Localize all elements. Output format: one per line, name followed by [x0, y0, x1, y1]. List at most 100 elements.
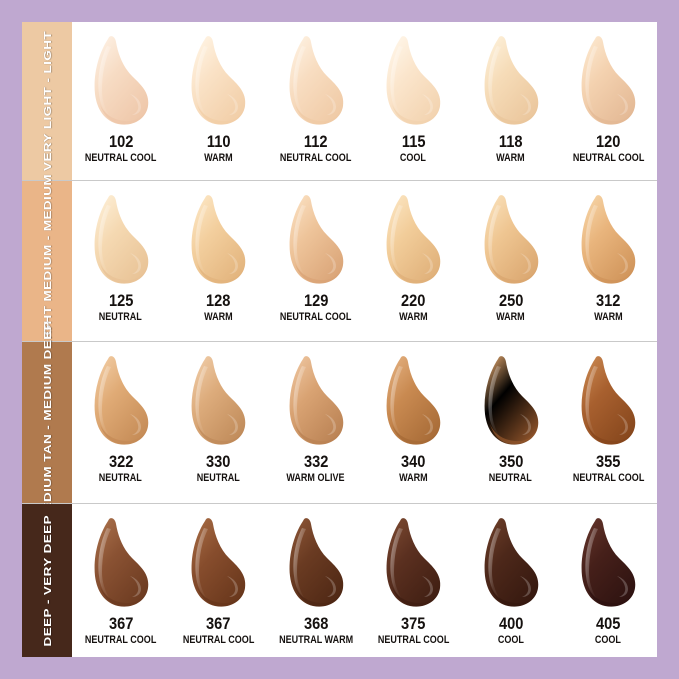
shade-swatch-cell[interactable]: 330 NEUTRAL — [170, 342, 268, 503]
shade-swatch-cell[interactable]: 405 COOL — [560, 504, 658, 657]
shade-row: MEDIUM TAN - MEDIUM DEEP 322 NEUTRAL — [22, 321, 657, 524]
shade-number: 118 — [498, 132, 523, 151]
category-band-label: DEEP - VERY DEEP — [40, 515, 55, 646]
shade-caption: 125 NEUTRAL — [94, 292, 147, 323]
category-band-label: MEDIUM TAN - MEDIUM DEEP — [40, 321, 55, 523]
shade-swatch-cell[interactable]: 118 WARM — [462, 22, 560, 180]
foundation-smear-icon — [468, 191, 554, 291]
shade-undertone: NEUTRAL — [489, 472, 533, 484]
swatch-grid: 367 NEUTRAL COOL 367 NEUTRAL COOL — [72, 504, 657, 657]
shade-swatch-cell[interactable]: 322 NEUTRAL — [72, 342, 170, 503]
shade-caption: 330 NEUTRAL — [192, 453, 245, 484]
shade-swatch-cell[interactable]: 312 WARM — [560, 181, 658, 341]
shade-number: 220 — [401, 291, 426, 310]
shade-number: 120 — [596, 132, 621, 151]
shade-number: 125 — [108, 291, 133, 310]
shade-swatch-cell[interactable]: 367 NEUTRAL COOL — [72, 504, 170, 657]
shade-caption: 332 WARM OLIVE — [280, 453, 351, 484]
shade-swatch-cell[interactable]: 375 NEUTRAL COOL — [365, 504, 463, 657]
shade-undertone: COOL — [595, 634, 622, 646]
foundation-smear-icon — [175, 352, 261, 452]
shade-swatch-cell[interactable]: 115 COOL — [365, 22, 463, 180]
shade-caption: 112 NEUTRAL COOL — [272, 133, 359, 164]
shade-swatch-cell[interactable]: 250 WARM — [462, 181, 560, 341]
shade-number: 332 — [303, 452, 328, 471]
shade-swatch-cell[interactable]: 128 WARM — [170, 181, 268, 341]
foundation-smear-icon — [370, 191, 456, 291]
shade-undertone: COOL — [400, 152, 427, 164]
shade-caption: 312 WARM — [591, 292, 626, 323]
foundation-smear-icon — [565, 191, 651, 291]
foundation-smear-icon — [78, 32, 164, 132]
shade-undertone: NEUTRAL COOL — [85, 634, 157, 646]
shade-number: 375 — [401, 614, 426, 633]
shade-undertone: NEUTRAL — [99, 311, 143, 323]
shade-undertone: NEUTRAL COOL — [572, 152, 644, 164]
shade-number: 330 — [206, 452, 231, 471]
shade-row: VERY LIGHT - LIGHT 102 NEUTRAL COOL — [22, 22, 657, 181]
foundation-smear-icon — [565, 32, 651, 132]
category-band: LIGHT MEDIUM - MEDIUM — [22, 174, 72, 348]
foundation-smear-icon — [78, 514, 164, 614]
shade-number: 400 — [498, 614, 523, 633]
shade-swatch-cell[interactable]: 129 NEUTRAL COOL — [267, 181, 365, 341]
foundation-smear-icon — [175, 191, 261, 291]
foundation-smear-icon — [273, 191, 359, 291]
category-band: MEDIUM TAN - MEDIUM DEEP — [22, 321, 72, 524]
shade-undertone: WARM — [496, 152, 526, 164]
shade-caption: 110 WARM — [201, 133, 236, 164]
shade-number: 129 — [303, 291, 328, 310]
foundation-smear-icon — [370, 514, 456, 614]
shade-undertone: WARM — [203, 311, 233, 323]
shade-swatch-cell[interactable]: 110 WARM — [170, 22, 268, 180]
shade-number: 112 — [303, 132, 328, 151]
shade-swatch-cell[interactable]: 102 NEUTRAL COOL — [72, 22, 170, 180]
shade-swatch-cell[interactable]: 367 NEUTRAL COOL — [170, 504, 268, 657]
foundation-smear-icon — [468, 514, 554, 614]
shade-swatch-cell[interactable]: 350 NEUTRAL — [462, 342, 560, 503]
shade-undertone: NEUTRAL COOL — [280, 152, 352, 164]
shade-caption: 115 COOL — [397, 133, 429, 164]
shade-swatch-cell[interactable]: 120 NEUTRAL COOL — [560, 22, 658, 180]
shade-undertone: NEUTRAL COOL — [572, 472, 644, 484]
shade-caption: 340 WARM — [396, 453, 431, 484]
shade-swatch-cell[interactable]: 355 NEUTRAL COOL — [560, 342, 658, 503]
foundation-smear-icon — [175, 32, 261, 132]
shade-undertone: WARM — [203, 152, 233, 164]
shade-row: LIGHT MEDIUM - MEDIUM 125 NEUTRAL — [22, 174, 657, 348]
shade-undertone: WARM — [496, 311, 526, 323]
shade-swatch-cell[interactable]: 332 WARM OLIVE — [267, 342, 365, 503]
shade-undertone: WARM — [593, 311, 623, 323]
shade-number: 367 — [108, 614, 133, 633]
shade-number: 405 — [596, 614, 621, 633]
shade-undertone: NEUTRAL — [99, 472, 143, 484]
foundation-smear-icon — [273, 32, 359, 132]
shade-number: 355 — [596, 452, 621, 471]
foundation-smear-icon — [468, 32, 554, 132]
shade-number: 350 — [498, 452, 523, 471]
shade-swatch-cell[interactable]: 340 WARM — [365, 342, 463, 503]
category-band: VERY LIGHT - LIGHT — [22, 22, 72, 180]
shade-number: 102 — [108, 132, 133, 151]
shade-number: 340 — [401, 452, 426, 471]
shade-caption: 120 NEUTRAL COOL — [565, 133, 652, 164]
shade-number: 110 — [206, 132, 231, 151]
swatch-grid: 125 NEUTRAL 128 WARM — [72, 181, 657, 341]
foundation-smear-icon — [565, 352, 651, 452]
shade-caption: 129 NEUTRAL COOL — [272, 292, 359, 323]
swatch-grid: 322 NEUTRAL 330 NEUTRAL — [72, 342, 657, 503]
shade-undertone: NEUTRAL WARM — [278, 634, 353, 646]
foundation-smear-icon — [370, 352, 456, 452]
shade-swatch-cell[interactable]: 112 NEUTRAL COOL — [267, 22, 365, 180]
shade-swatch-cell[interactable]: 220 WARM — [365, 181, 463, 341]
category-band-text: MEDIUM TAN - MEDIUM DEEP — [41, 321, 53, 524]
shade-swatch-cell[interactable]: 368 NEUTRAL WARM — [267, 504, 365, 657]
shade-caption: 400 COOL — [495, 615, 527, 646]
shade-undertone: COOL — [497, 634, 524, 646]
shade-number: 368 — [303, 614, 328, 633]
swatch-grid: 102 NEUTRAL COOL 110 WARM — [72, 22, 657, 180]
shade-number: 250 — [498, 291, 523, 310]
shade-swatch-cell[interactable]: 125 NEUTRAL — [72, 181, 170, 341]
shade-swatch-cell[interactable]: 400 COOL — [462, 504, 560, 657]
shade-caption: 350 NEUTRAL — [484, 453, 537, 484]
